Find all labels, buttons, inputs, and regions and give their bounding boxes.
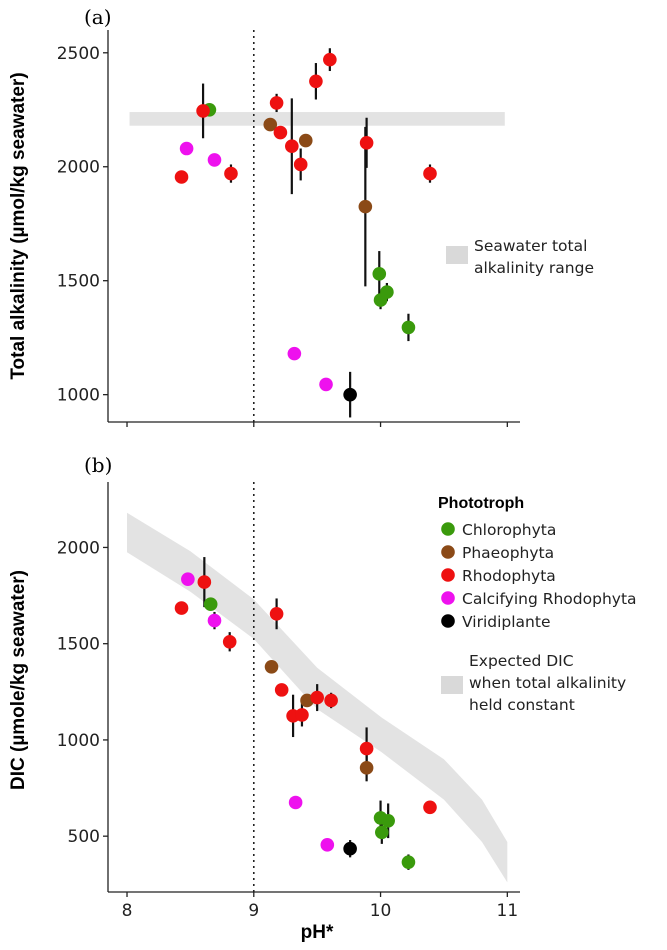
panel-a-label: (a) <box>84 5 112 29</box>
panel-b-x-axis-title: pH* <box>301 922 334 943</box>
panel-a-seawater-band-layer <box>129 112 505 126</box>
x-tick-label: 10 <box>370 901 392 921</box>
panel-b-x-ticks: 8 9 10 11 <box>122 892 519 921</box>
panel-b-y-axis-title: DIC (µmole/kg seawater) <box>8 570 29 790</box>
legend-label-calcifying-rhodophyta: Calcifying Rhodophyta <box>462 590 637 608</box>
point-phaeophyta <box>359 761 374 775</box>
point-calcifying-rhodophyta <box>287 346 302 361</box>
point-viridiplante <box>343 387 357 402</box>
point-rhodophyta <box>423 800 437 815</box>
point-chlorophyta <box>203 597 218 612</box>
point-phaeophyta <box>263 117 278 132</box>
legend-label-viridiplante: Viridiplante <box>462 613 550 631</box>
point-rhodophyta <box>269 607 284 621</box>
y-tick-label: 2500 <box>57 44 100 64</box>
point-calcifying-rhodophyta <box>181 572 195 587</box>
phototroph-legend-entries: Chlorophyta Phaeophyta Rhodophyta Calcifyin… <box>441 521 637 631</box>
point-chlorophyta <box>380 285 394 299</box>
point-phaeophyta <box>358 199 373 214</box>
point-calcifying-rhodophyta <box>319 377 333 392</box>
point-rhodophyta <box>423 166 437 181</box>
y-tick-label: 2000 <box>57 158 100 178</box>
legend-marker-calcifying-rhodophyta <box>441 591 455 605</box>
y-tick-label: 1000 <box>57 386 100 406</box>
point-calcifying-rhodophyta <box>179 141 194 156</box>
expected-dic-legend-swatch <box>441 676 463 694</box>
point-rhodophyta <box>324 693 338 708</box>
x-tick-label: 9 <box>248 901 259 921</box>
point-rhodophyta <box>269 96 284 110</box>
legend-marker-viridiplante <box>441 614 455 628</box>
legend-marker-phaeophyta <box>441 545 455 559</box>
seawater-band-legend-line-1: Seawater total <box>474 237 587 255</box>
panel-b-y-ticks: 500 1000 1500 2000 <box>57 538 108 847</box>
point-chlorophyta <box>372 267 387 281</box>
point-rhodophyta <box>323 52 337 67</box>
point-chlorophyta <box>401 320 416 335</box>
point-rhodophyta <box>293 157 308 172</box>
point-rhodophyta <box>285 139 299 154</box>
phototroph-legend-title: Phototroph <box>438 495 524 512</box>
point-rhodophyta <box>310 690 324 705</box>
expected-dic-legend-line-1: Expected DIC <box>469 652 574 670</box>
expected-dic-legend-line-3: held constant <box>469 696 575 714</box>
seawater-alkalinity-band <box>129 112 505 126</box>
legend-marker-chlorophyta <box>441 522 455 536</box>
panel-a-y-axis-title: Total alkalinity (µmol/kg seawater) <box>8 72 29 379</box>
y-tick-label: 1000 <box>57 731 100 751</box>
point-rhodophyta <box>295 708 309 722</box>
panel-a-error-bars <box>201 48 432 418</box>
legend-label-phaeophyta: Phaeophyta <box>462 544 554 562</box>
point-rhodophyta <box>224 166 238 181</box>
point-calcifying-rhodophyta <box>320 838 335 852</box>
point-calcifying-rhodophyta <box>288 795 303 810</box>
point-rhodophyta <box>197 575 212 589</box>
panel-a-y-ticks: 1000 1500 2000 2500 <box>57 44 108 406</box>
legend-marker-rhodophyta <box>441 568 455 582</box>
point-chlorophyta <box>381 813 395 828</box>
point-rhodophyta <box>273 125 288 140</box>
point-chlorophyta <box>375 825 389 840</box>
x-tick-label: 11 <box>497 901 519 921</box>
point-phaeophyta <box>264 659 279 674</box>
point-calcifying-rhodophyta <box>207 613 222 628</box>
seawater-band-legend-swatch <box>446 246 468 264</box>
point-phaeophyta <box>298 133 313 148</box>
x-tick-label: 8 <box>122 901 133 921</box>
panel-a-points <box>174 52 437 402</box>
point-chlorophyta <box>401 855 416 869</box>
point-rhodophyta <box>274 683 289 697</box>
point-viridiplante <box>343 841 357 856</box>
panel-a-x-ticks <box>126 422 508 427</box>
y-tick-label: 500 <box>68 827 100 847</box>
panel-a: (a) 1000 1500 2000 2500 Total alkalinity (µ… <box>8 5 594 427</box>
y-tick-label: 1500 <box>57 272 100 292</box>
point-rhodophyta <box>359 136 374 150</box>
panel-b: (b) 500 1000 1500 2000 8 9 10 11 DIC (µmole/kg… <box>8 453 637 943</box>
expected-dic-legend-line-2: when total alkalinity <box>469 674 626 692</box>
point-rhodophyta <box>196 104 210 118</box>
phototroph-legend: Phototroph Chlorophyta Phaeophyta Rhodophy… <box>438 495 637 631</box>
y-tick-label: 1500 <box>57 635 100 655</box>
y-tick-label: 2000 <box>57 538 100 558</box>
point-rhodophyta <box>222 634 237 649</box>
point-rhodophyta <box>174 601 189 615</box>
seawater-band-legend-line-2: alkalinity range <box>474 259 594 277</box>
panel-b-points <box>174 572 437 869</box>
panel-b-label: (b) <box>84 453 112 477</box>
point-rhodophyta <box>174 170 189 184</box>
legend-label-chlorophyta: Chlorophyta <box>462 521 556 539</box>
point-rhodophyta <box>309 74 323 89</box>
legend-label-rhodophyta: Rhodophyta <box>462 567 556 585</box>
point-rhodophyta <box>359 741 374 756</box>
point-calcifying-rhodophyta <box>207 153 222 167</box>
